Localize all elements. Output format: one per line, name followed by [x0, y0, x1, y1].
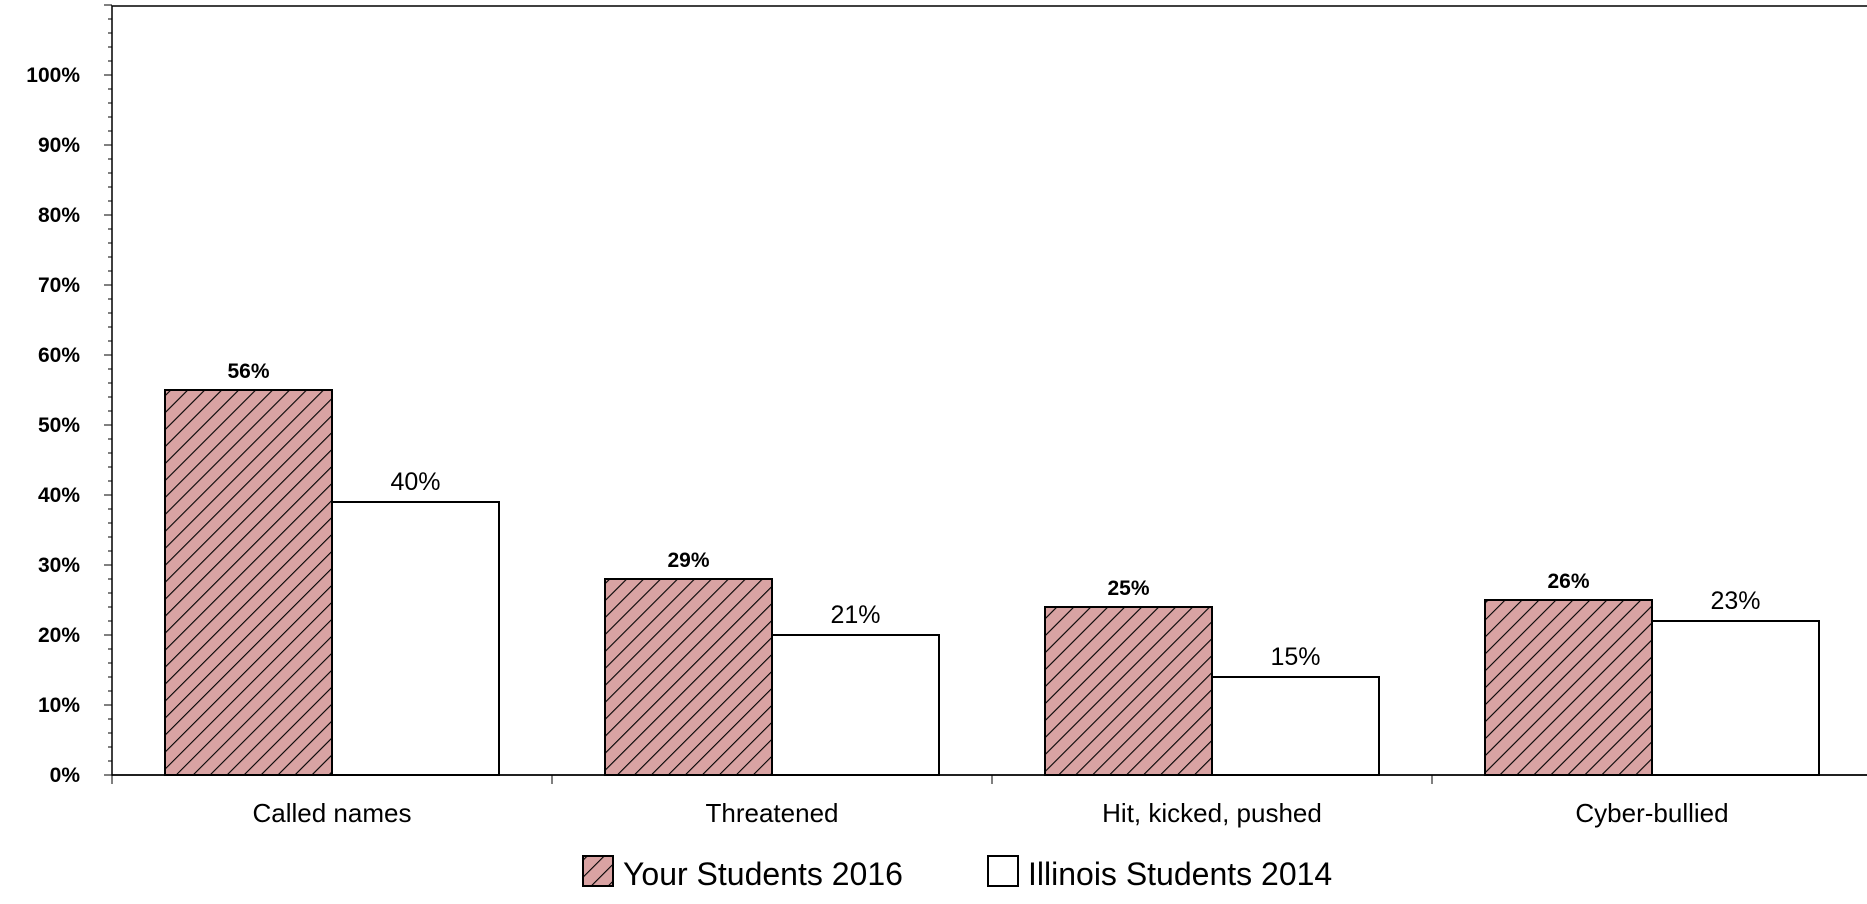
x-tick-label: Cyber-bullied: [1575, 798, 1728, 828]
data-label: 15%: [1270, 643, 1320, 671]
y-tick-label: 100%: [26, 64, 80, 87]
data-label: 29%: [667, 549, 709, 572]
y-tick-label: 0%: [50, 764, 81, 787]
bar-your-students-2016: [164, 389, 333, 776]
y-tick-label: 70%: [38, 274, 80, 297]
data-label: 56%: [227, 360, 269, 383]
bar-your-students-2016: [1044, 606, 1213, 776]
bar-your-students-2016: [604, 578, 773, 776]
y-tick-label: 40%: [38, 484, 80, 507]
y-tick-label: 30%: [38, 554, 80, 577]
bar-illinois-students-2014: [1211, 676, 1380, 776]
x-tick-label: Threatened: [706, 798, 839, 828]
y-tick-label: 60%: [38, 344, 80, 367]
legend-swatch-illinois-students-2014: [987, 855, 1019, 887]
data-label: 21%: [830, 601, 880, 629]
x-tick-label: Called names: [253, 798, 412, 828]
y-tick-label: 80%: [38, 204, 80, 227]
bar-your-students-2016: [1484, 599, 1653, 776]
x-tick-label: Hit, kicked, pushed: [1102, 798, 1322, 828]
y-tick-label: 50%: [38, 414, 80, 437]
y-tick-label: 10%: [38, 694, 80, 717]
bar-illinois-students-2014: [1651, 620, 1820, 776]
bar-illinois-students-2014: [771, 634, 940, 776]
bar-illinois-students-2014: [331, 501, 500, 776]
data-label: 23%: [1710, 587, 1760, 615]
y-tick-label: 20%: [38, 624, 80, 647]
legend-label-illinois-students-2014: Illinois Students 2014: [1028, 856, 1332, 892]
data-label: 40%: [390, 468, 440, 496]
legend-label-your-students-2016: Your Students 2016: [623, 856, 903, 892]
legend-swatch-your-students-2016: [582, 855, 614, 887]
y-tick-label: 90%: [38, 134, 80, 157]
data-label: 25%: [1107, 577, 1149, 600]
data-label: 26%: [1547, 570, 1589, 593]
